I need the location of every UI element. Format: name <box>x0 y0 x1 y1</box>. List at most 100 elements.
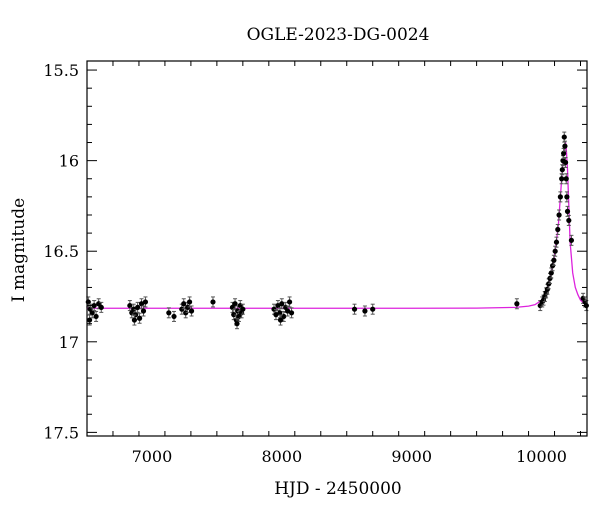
point-marker <box>234 321 240 327</box>
model-curve-layer <box>87 142 588 309</box>
point-marker <box>89 310 95 316</box>
chart-title: OGLE-2023-DG-0024 <box>247 25 430 45</box>
data-point <box>188 305 195 317</box>
data-point <box>563 173 569 185</box>
point-marker <box>559 167 565 173</box>
x-tick-label: 8000 <box>261 447 302 466</box>
plot-frame <box>86 60 588 437</box>
data-point <box>240 303 246 315</box>
point-marker <box>285 308 291 314</box>
data-points-layer <box>85 131 589 330</box>
point-marker <box>135 304 141 310</box>
data-point <box>568 234 575 246</box>
data-point <box>171 310 177 322</box>
y-tick-labels: 15.5 16 16.5 17 17.5 <box>43 61 79 442</box>
point-marker <box>273 312 279 318</box>
data-point <box>136 312 143 324</box>
data-point <box>286 296 293 308</box>
point-marker <box>277 310 283 316</box>
data-point <box>553 236 560 248</box>
point-marker <box>136 315 143 321</box>
point-marker <box>548 270 554 276</box>
y-tick-label: 15.5 <box>43 61 79 80</box>
point-marker <box>557 194 563 200</box>
data-point <box>210 296 216 308</box>
x-tick-label: 9000 <box>391 447 432 466</box>
point-marker <box>286 299 293 305</box>
point-marker <box>140 308 147 314</box>
data-point <box>351 303 358 315</box>
y-axis-label: I magnitude <box>9 198 29 302</box>
data-point <box>370 303 376 315</box>
data-point <box>362 305 368 317</box>
data-point <box>562 140 568 152</box>
point-marker <box>279 301 285 307</box>
data-point <box>288 307 295 319</box>
data-point <box>514 298 520 310</box>
data-point <box>555 223 561 235</box>
data-point <box>279 298 285 310</box>
data-point <box>556 209 562 221</box>
point-marker <box>564 194 570 200</box>
data-point <box>135 301 141 313</box>
point-marker <box>98 304 104 310</box>
point-marker <box>142 299 149 305</box>
x-tick-labels: 7000 8000 9000 10000 <box>132 447 567 466</box>
data-point <box>186 296 193 308</box>
point-marker <box>561 150 567 156</box>
axis-ticks <box>86 61 587 436</box>
data-point <box>273 309 279 321</box>
point-marker <box>240 306 246 312</box>
point-marker <box>127 302 133 309</box>
data-point <box>234 318 240 330</box>
point-marker <box>514 301 520 307</box>
data-point <box>93 310 99 322</box>
data-point <box>142 296 149 308</box>
data-point <box>127 300 133 312</box>
point-marker <box>370 306 376 312</box>
point-marker <box>564 208 571 214</box>
point-marker <box>551 257 557 263</box>
data-point <box>562 156 569 168</box>
point-marker <box>232 301 238 307</box>
point-marker <box>171 313 177 320</box>
point-marker <box>93 313 99 320</box>
y-tick-label: 16 <box>59 152 79 171</box>
x-axis-label: HJD - 2450000 <box>274 479 402 499</box>
data-point <box>181 298 187 310</box>
point-marker <box>559 176 565 182</box>
point-marker <box>562 143 568 149</box>
point-marker <box>181 301 187 307</box>
data-point <box>551 254 557 266</box>
data-point <box>98 301 104 313</box>
data-point <box>564 191 570 203</box>
point-marker <box>563 176 569 182</box>
point-marker <box>275 302 281 309</box>
point-marker <box>210 299 216 305</box>
point-marker <box>568 237 575 243</box>
point-marker <box>277 317 284 323</box>
data-point <box>561 147 567 159</box>
y-tick-label: 16.5 <box>43 242 79 261</box>
point-marker <box>288 310 295 316</box>
point-marker <box>552 248 558 254</box>
data-point <box>566 214 572 226</box>
point-marker <box>561 134 567 140</box>
point-marker <box>188 308 195 314</box>
point-marker <box>91 302 97 309</box>
model-curve <box>87 142 588 309</box>
data-point <box>131 314 138 326</box>
data-point <box>559 173 565 185</box>
point-marker <box>138 301 145 307</box>
data-point <box>559 164 565 176</box>
point-marker <box>556 212 562 218</box>
data-point <box>140 305 147 317</box>
point-marker <box>362 308 368 314</box>
data-point <box>561 131 567 143</box>
data-point <box>166 307 172 319</box>
data-point <box>91 300 97 312</box>
data-point <box>552 245 558 257</box>
point-marker <box>131 317 138 323</box>
y-tick-label: 17.5 <box>43 423 79 442</box>
